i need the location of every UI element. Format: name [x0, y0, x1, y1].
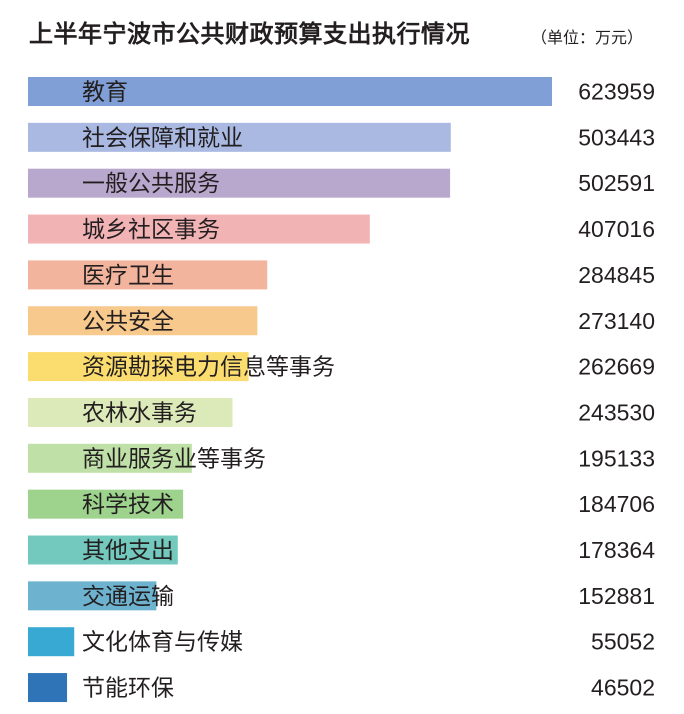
value-label-0: 623959: [578, 79, 655, 105]
bar-2: [28, 168, 451, 198]
category-label-13: 节能环保: [82, 676, 174, 702]
category-label-10: 其他支出: [82, 538, 174, 564]
category-label-9: 科学技术: [82, 492, 174, 518]
bar-7: [28, 397, 233, 427]
bar-0: [28, 77, 552, 106]
bar-4: [28, 260, 268, 290]
value-label-11: 152881: [578, 583, 655, 609]
value-label-5: 273140: [578, 308, 655, 334]
category-label-1: 社会保障和就业: [82, 125, 243, 151]
bar-10: [28, 535, 178, 565]
category-label-8: 商业服务业等事务: [82, 446, 266, 472]
value-label-9: 184706: [578, 491, 655, 517]
category-label-4: 医疗卫生: [82, 263, 174, 289]
value-label-12: 55052: [591, 629, 655, 655]
bar-6: [28, 352, 249, 382]
unit-label: （单位：万元）: [531, 28, 644, 47]
category-label-2: 一般公共服务: [82, 171, 220, 197]
category-label-6: 资源勘探电力信息等事务: [82, 355, 335, 381]
value-label-7: 243530: [578, 399, 655, 425]
category-label-11: 交通运输: [82, 584, 174, 610]
value-label-3: 407016: [578, 216, 655, 242]
value-label-8: 195133: [578, 445, 655, 471]
bar-1: [28, 122, 451, 152]
category-label-7: 农林水事务: [82, 400, 197, 426]
category-label-3: 城乡社区事务: [82, 217, 220, 243]
value-label-4: 284845: [578, 262, 655, 288]
value-label-10: 178364: [578, 537, 655, 563]
bar-5: [28, 306, 258, 336]
category-label-0: 教育: [82, 80, 128, 106]
category-label-12: 文化体育与传媒: [82, 630, 243, 656]
bar-9: [28, 489, 184, 519]
bar-3: [28, 214, 370, 244]
category-label-5: 公共安全: [82, 309, 174, 335]
value-label-1: 503443: [578, 124, 655, 150]
value-label-6: 262669: [578, 354, 655, 380]
bar-12: [28, 627, 75, 657]
value-label-2: 502591: [578, 170, 655, 196]
value-label-13: 46502: [591, 675, 655, 701]
bar-13: [28, 673, 68, 703]
bar-8: [28, 443, 192, 473]
chart-title: 上半年宁波市公共财政预算支出执行情况: [29, 20, 470, 48]
bar-11: [28, 581, 157, 611]
